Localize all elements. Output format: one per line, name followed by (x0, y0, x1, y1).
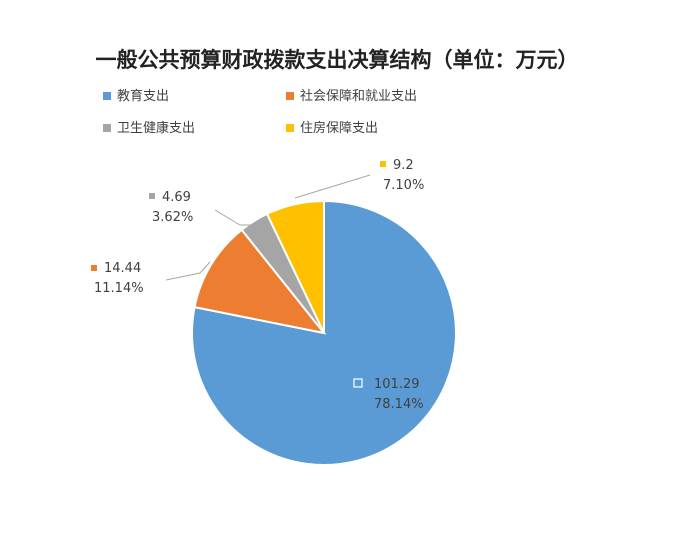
data-label-value: 101.29 (374, 377, 420, 392)
label-marker (91, 265, 97, 271)
legend-label: 教育支出 (117, 88, 169, 104)
chart-title: 一般公共预算财政拨款支出决算结构（单位：万元） (96, 47, 579, 72)
legend-swatch (286, 92, 294, 100)
legend-swatch (103, 124, 111, 132)
data-label-percent: 78.14% (374, 397, 424, 412)
pie-slice (265, 199, 325, 334)
legend-swatch (103, 92, 111, 100)
legend-swatch (286, 124, 294, 132)
data-label-percent: 3.62% (152, 210, 193, 225)
data-label-value: 14.44 (104, 261, 141, 276)
data-label-value: 9.2 (393, 158, 414, 173)
leader-line (294, 174, 371, 199)
leader-line (214, 209, 255, 226)
pie-slice (193, 228, 327, 335)
legend-label: 卫生健康支出 (117, 120, 195, 136)
data-label-value: 4.69 (162, 190, 191, 205)
data-label-percent: 11.14% (94, 281, 144, 296)
leader-lines (165, 174, 371, 281)
data-labels: 101.29 78.14% 14.44 11.14% 4.69 3.62% 9.2 7.10% (91, 158, 424, 412)
data-label-percent: 7.10% (383, 178, 424, 193)
leader-line (165, 261, 211, 281)
label-marker (353, 378, 363, 388)
legend-label: 住房保障支出 (300, 120, 378, 136)
label-marker (149, 193, 155, 199)
pie-slices (191, 199, 457, 466)
legend-label: 社会保障和就业支出 (300, 88, 417, 104)
label-marker (380, 161, 386, 167)
